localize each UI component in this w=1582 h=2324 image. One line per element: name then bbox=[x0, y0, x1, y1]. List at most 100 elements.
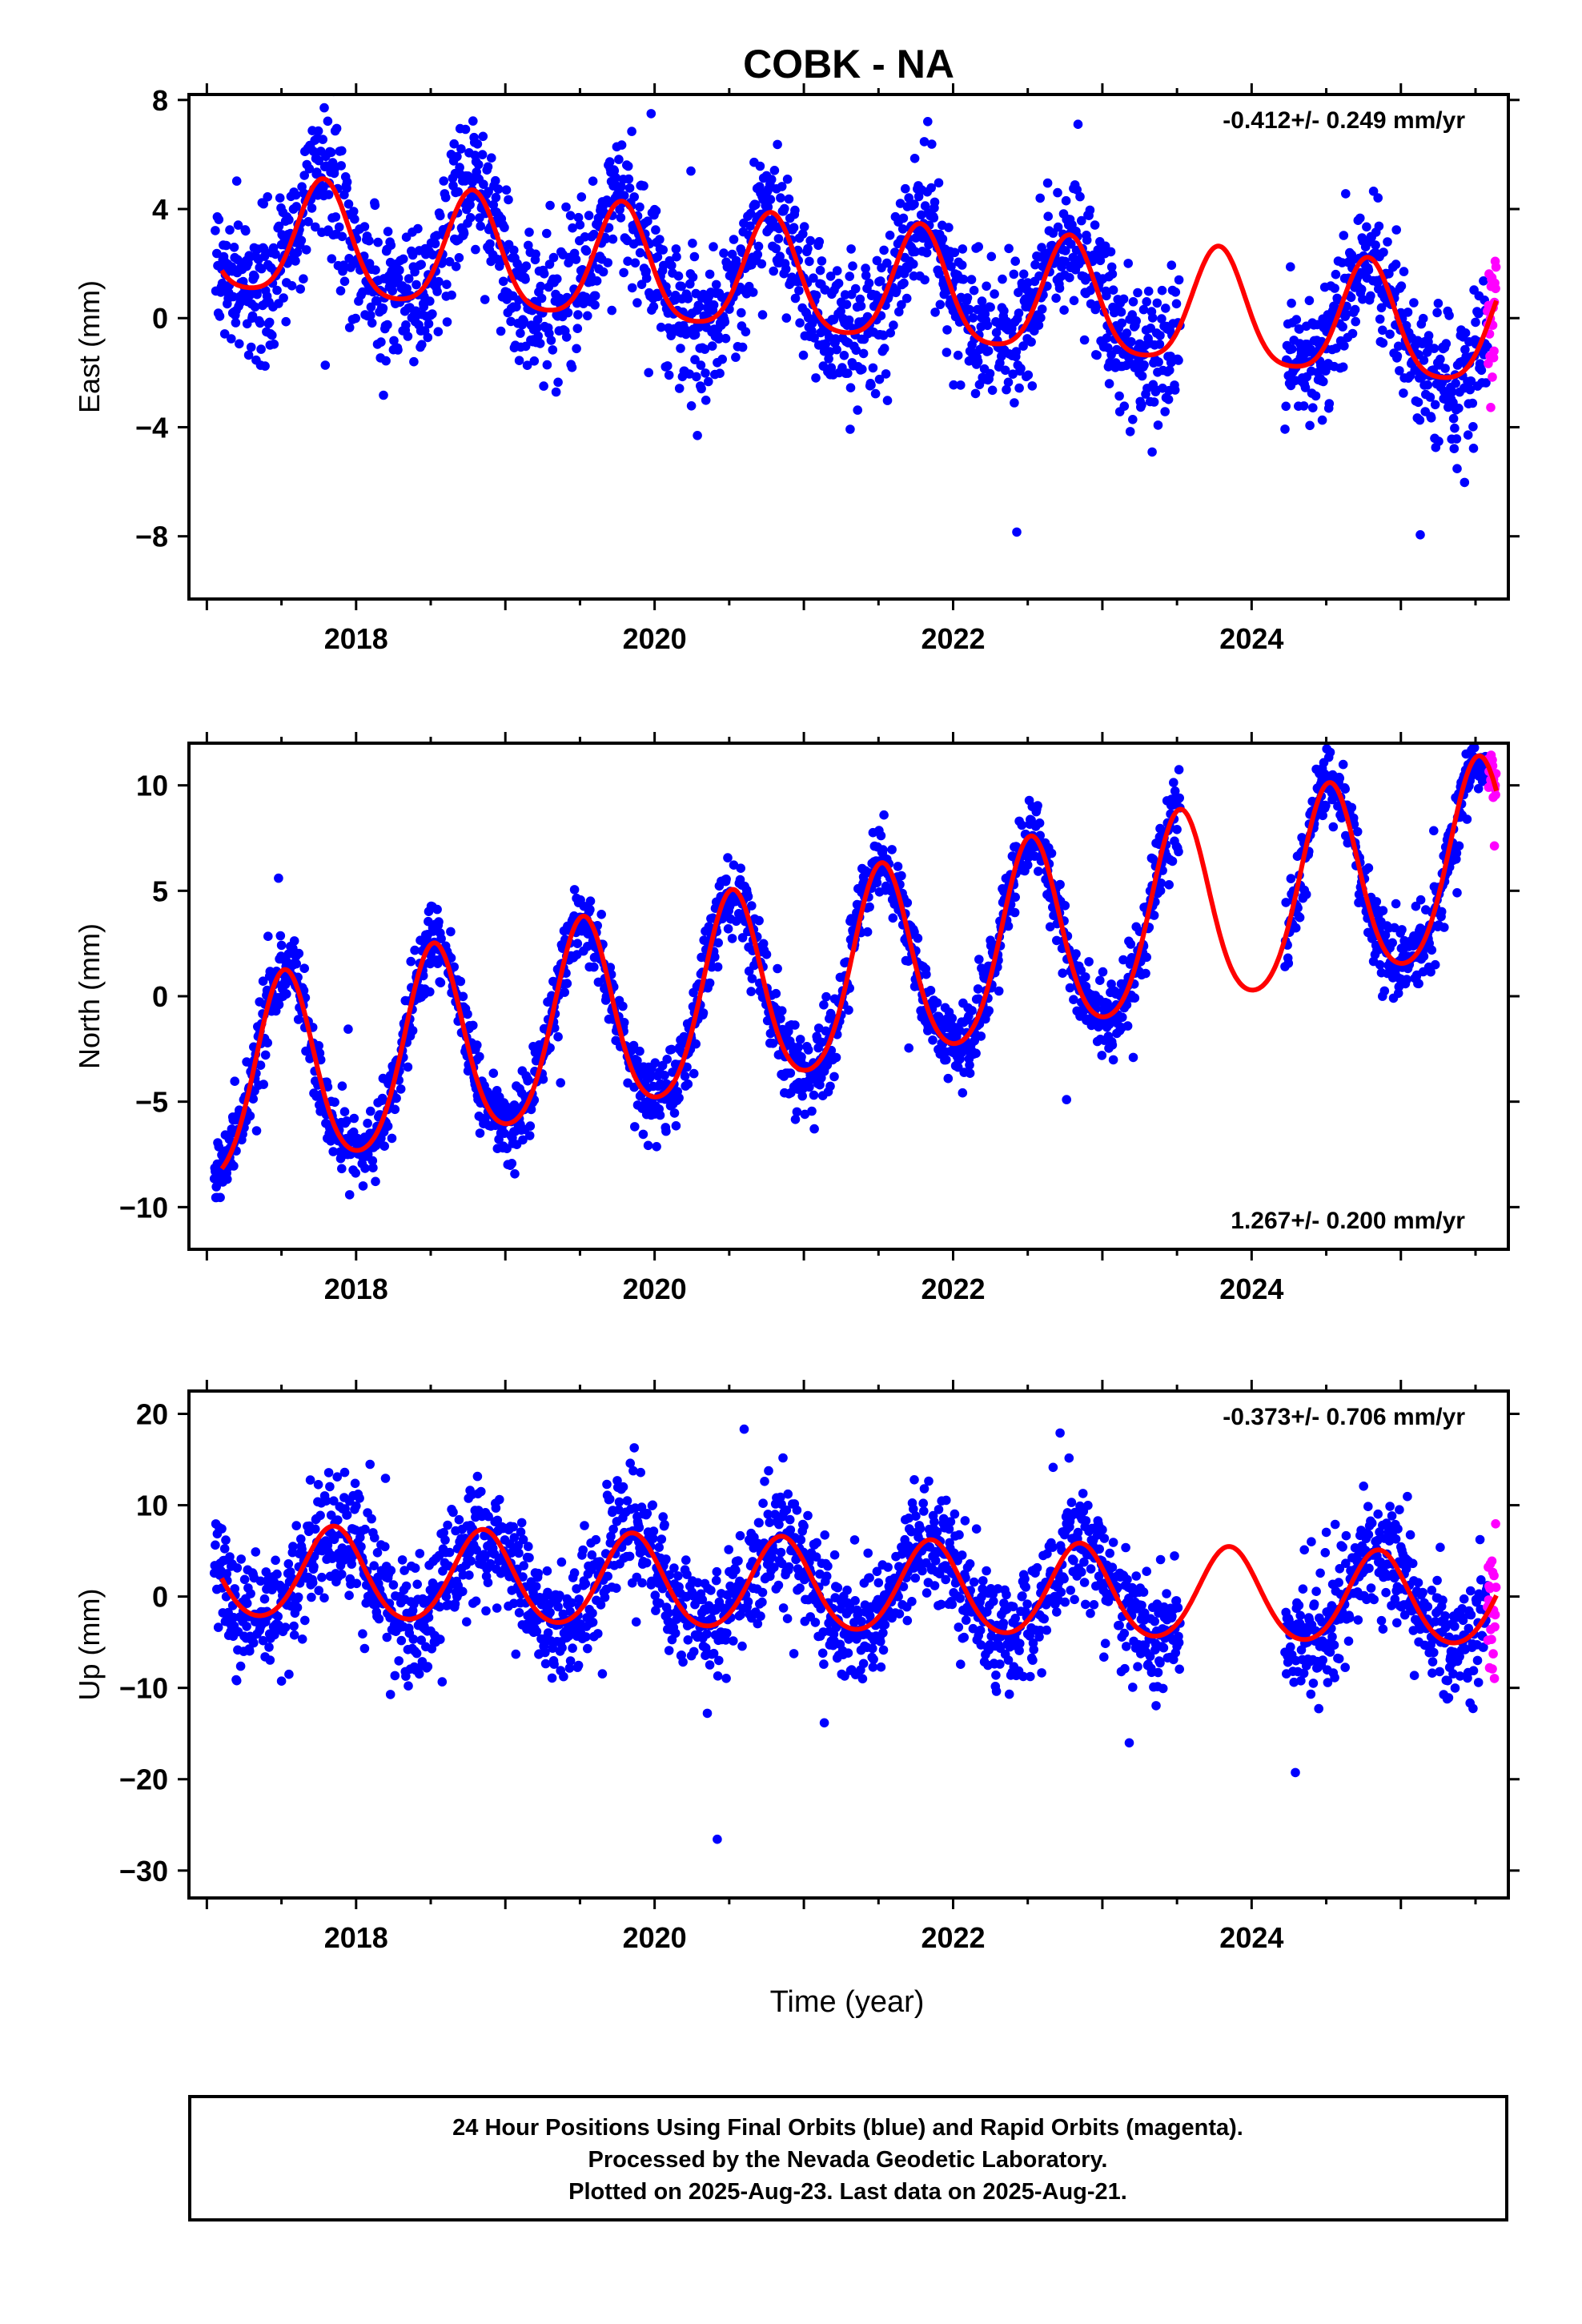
final-point bbox=[454, 253, 464, 263]
final-point bbox=[611, 173, 620, 183]
final-point bbox=[259, 199, 269, 209]
final-point bbox=[667, 1044, 677, 1055]
final-point bbox=[700, 344, 710, 354]
final-point bbox=[689, 251, 700, 262]
final-point bbox=[1104, 379, 1114, 388]
final-point bbox=[339, 1107, 350, 1116]
final-point bbox=[916, 210, 926, 220]
final-point bbox=[379, 1141, 390, 1151]
final-point bbox=[293, 1015, 303, 1024]
final-point bbox=[1425, 392, 1435, 402]
final-point bbox=[824, 354, 833, 364]
final-point bbox=[1036, 313, 1046, 323]
final-point bbox=[769, 266, 778, 276]
final-point bbox=[904, 1043, 913, 1053]
final-point bbox=[999, 306, 1009, 316]
final-point bbox=[425, 987, 435, 997]
y-tick-label: −4 bbox=[135, 411, 168, 444]
final-point bbox=[1097, 1051, 1107, 1060]
final-point bbox=[1137, 371, 1147, 381]
final-point bbox=[832, 344, 841, 355]
final-point bbox=[562, 979, 572, 988]
final-point bbox=[1466, 376, 1476, 386]
final-point bbox=[408, 1026, 418, 1035]
final-point bbox=[1118, 294, 1129, 304]
final-point bbox=[456, 976, 466, 987]
plot-frame bbox=[187, 93, 1510, 601]
final-point bbox=[330, 1097, 339, 1108]
final-point bbox=[370, 1533, 379, 1542]
final-point bbox=[861, 271, 871, 280]
final-point bbox=[323, 190, 334, 199]
final-point bbox=[1126, 939, 1136, 949]
final-point bbox=[248, 1094, 259, 1104]
final-point bbox=[846, 244, 856, 254]
final-point bbox=[1133, 287, 1142, 298]
final-point bbox=[1391, 259, 1401, 269]
final-point bbox=[1462, 814, 1472, 824]
y-tick-label: 8 bbox=[152, 84, 168, 117]
final-point bbox=[236, 1554, 247, 1564]
final-point bbox=[282, 989, 291, 999]
final-point bbox=[410, 267, 420, 277]
final-point bbox=[265, 1655, 275, 1665]
final-point bbox=[364, 235, 374, 246]
final-point bbox=[1454, 404, 1464, 413]
final-point bbox=[942, 348, 952, 357]
final-point bbox=[982, 320, 993, 331]
final-point bbox=[798, 350, 809, 360]
y-axis-label: North (mm) bbox=[73, 923, 106, 1069]
final-point bbox=[380, 1542, 390, 1552]
final-point bbox=[524, 1131, 535, 1140]
final-point bbox=[276, 1676, 287, 1686]
final-point bbox=[305, 1475, 315, 1485]
final-point bbox=[790, 293, 801, 304]
final-point bbox=[436, 211, 445, 221]
final-point bbox=[436, 1634, 445, 1644]
final-point bbox=[553, 377, 563, 388]
final-point bbox=[841, 300, 852, 310]
final-point bbox=[683, 1079, 693, 1089]
final-point bbox=[1471, 317, 1480, 328]
final-point bbox=[829, 1072, 839, 1082]
final-point bbox=[319, 1593, 329, 1603]
final-point bbox=[1069, 995, 1078, 1004]
final-point bbox=[444, 1547, 455, 1558]
final-point bbox=[401, 1581, 412, 1591]
x-tick-label: 2020 bbox=[623, 622, 687, 655]
final-point bbox=[777, 1006, 787, 1015]
final-point bbox=[546, 336, 556, 345]
final-point bbox=[1419, 356, 1429, 365]
final-point bbox=[748, 287, 758, 297]
final-point bbox=[259, 244, 269, 254]
final-point bbox=[723, 924, 733, 934]
final-point bbox=[1399, 388, 1408, 398]
final-point bbox=[1034, 866, 1043, 876]
final-point bbox=[765, 195, 776, 204]
final-point bbox=[1171, 299, 1182, 309]
final-point bbox=[412, 279, 421, 290]
final-point bbox=[1122, 1021, 1133, 1031]
final-point bbox=[225, 225, 235, 235]
final-point bbox=[1030, 851, 1040, 861]
final-point bbox=[926, 183, 936, 193]
final-point bbox=[1122, 360, 1131, 371]
final-point bbox=[969, 285, 979, 296]
final-point bbox=[856, 301, 866, 312]
final-point bbox=[942, 325, 952, 335]
final-point bbox=[636, 279, 647, 290]
final-point bbox=[449, 139, 459, 149]
final-point bbox=[1399, 267, 1409, 276]
final-point bbox=[609, 166, 620, 175]
final-point bbox=[721, 333, 731, 344]
final-point bbox=[833, 279, 844, 288]
final-point bbox=[318, 135, 328, 144]
final-point bbox=[371, 1176, 380, 1187]
final-point bbox=[334, 222, 344, 232]
final-point bbox=[553, 1031, 563, 1042]
final-point bbox=[858, 348, 869, 359]
final-point bbox=[894, 307, 904, 317]
final-point bbox=[518, 1135, 528, 1145]
final-point bbox=[303, 217, 313, 227]
final-point bbox=[897, 300, 906, 310]
